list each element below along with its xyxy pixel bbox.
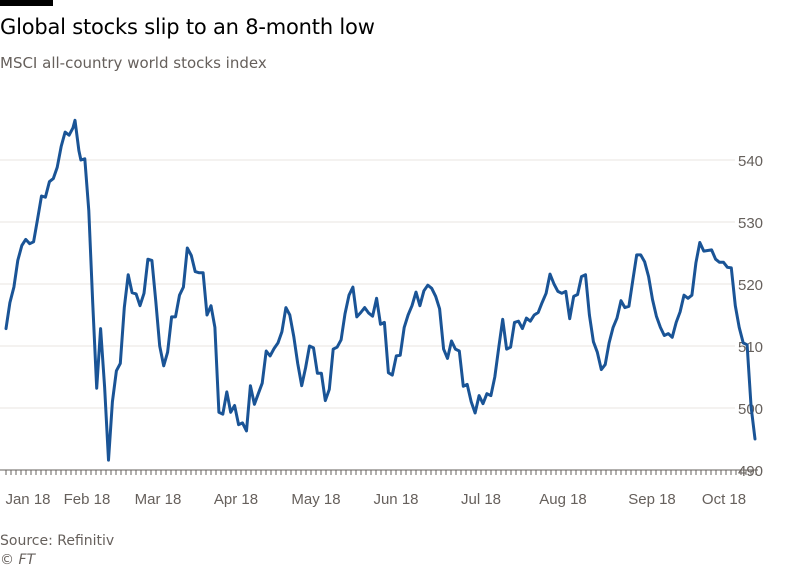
x-tick-label: Mar 18 — [135, 491, 182, 508]
source-note: Source: Refinitiv — [0, 533, 115, 549]
y-tick-label: 540 — [738, 153, 763, 170]
x-tick-label: Jan 18 — [5, 491, 50, 508]
chart-title: Global stocks slip to an 8-month low — [0, 15, 375, 39]
x-axis: Jan 18 Feb 18 Mar 18 Apr 18 May 18 Jun 18 Jul … — [0, 469, 758, 508]
x-tick-label: Sep 18 — [628, 491, 676, 508]
series-line-msci-acwi — [4, 118, 757, 462]
x-tick-label: Jul 18 — [461, 491, 501, 508]
copyright-credit: © FT — [0, 552, 36, 568]
x-tick-label: Aug 18 — [539, 491, 587, 508]
y-tick-label: 530 — [738, 215, 763, 232]
x-tick-label: Jun 18 — [373, 491, 418, 508]
x-tick-label: May 18 — [291, 491, 340, 508]
x-tick-label: Feb 18 — [64, 491, 111, 508]
brand-accent-bar — [0, 0, 53, 6]
series-layer — [4, 118, 757, 462]
chart-subtitle: MSCI all-country world stocks index — [0, 54, 267, 72]
x-tick-label: Oct 18 — [702, 491, 746, 508]
x-tick-label: Apr 18 — [214, 491, 258, 508]
gridlines — [0, 159, 735, 409]
y-tick-label: 520 — [738, 277, 763, 294]
